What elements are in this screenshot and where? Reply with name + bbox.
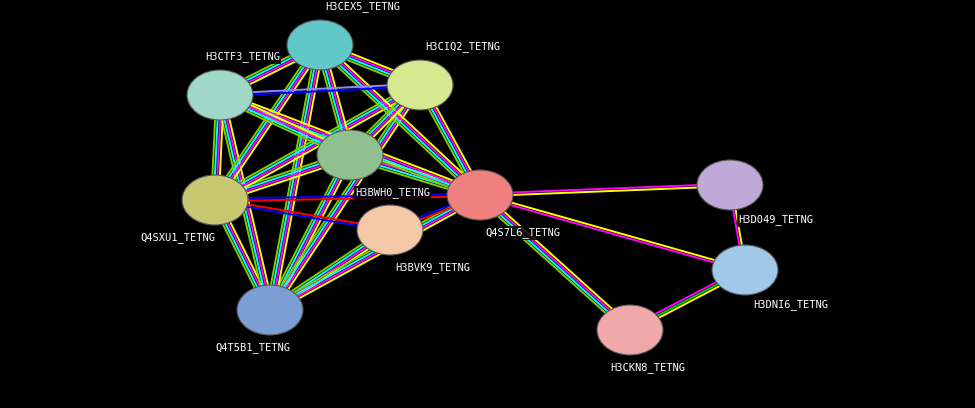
Ellipse shape [187, 70, 253, 120]
Ellipse shape [697, 160, 763, 210]
Text: Q4T5B1_TETNG: Q4T5B1_TETNG [215, 343, 290, 353]
Ellipse shape [237, 285, 303, 335]
Text: H3CKN8_TETNG: H3CKN8_TETNG [610, 363, 685, 373]
Text: H3CEX5_TETNG: H3CEX5_TETNG [325, 2, 400, 13]
Ellipse shape [317, 130, 383, 180]
Text: H3BVK9_TETNG: H3BVK9_TETNG [395, 262, 470, 273]
Text: Q4SXU1_TETNG: Q4SXU1_TETNG [140, 233, 215, 244]
Text: H3D049_TETNG: H3D049_TETNG [738, 215, 813, 226]
Text: H3DNI6_TETNG: H3DNI6_TETNG [753, 299, 828, 310]
Ellipse shape [182, 175, 248, 225]
Ellipse shape [447, 170, 513, 220]
Text: H3BWH0_TETNG: H3BWH0_TETNG [355, 188, 430, 198]
Text: Q4S7L6_TETNG: Q4S7L6_TETNG [485, 228, 560, 238]
Text: H3CTF3_TETNG: H3CTF3_TETNG [205, 51, 280, 62]
Text: H3CIQ2_TETNG: H3CIQ2_TETNG [425, 42, 500, 53]
Ellipse shape [287, 20, 353, 70]
Ellipse shape [357, 205, 423, 255]
Ellipse shape [712, 245, 778, 295]
Ellipse shape [597, 305, 663, 355]
Ellipse shape [387, 60, 453, 110]
